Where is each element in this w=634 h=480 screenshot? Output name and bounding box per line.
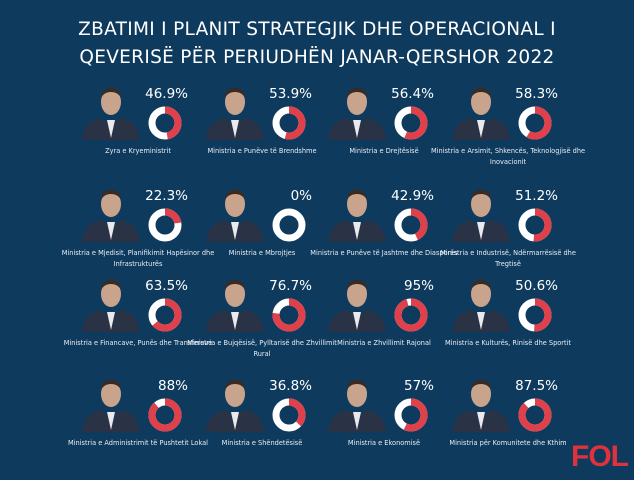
percent-label: 46.9% [145, 86, 188, 102]
ministry-card: 46.9% Zyra e Kryeministrit [76, 80, 201, 170]
progress-donut [148, 298, 182, 332]
ministry-card: 87.5% Ministria për Komunitete dhe Kthim [446, 372, 571, 462]
progress-donut [394, 298, 428, 332]
ministry-card: 56.4% Ministria e Drejtësisë [322, 80, 447, 170]
ministry-name: Zyra e Kryeministrit [105, 147, 171, 155]
minister-photo [326, 80, 388, 140]
percent-label: 50.6% [515, 278, 558, 294]
ministry-card: 57% Ministria e Ekonomisë [322, 372, 447, 462]
progress-donut [272, 208, 306, 242]
percent-label: 76.7% [269, 278, 312, 294]
ministry-card: 22.3% Ministria e Mjedisit, Planifikimit … [62, 182, 215, 272]
percent-label: 63.5% [145, 278, 188, 294]
ministry-name: Ministria e Punëve të Brendshme [207, 147, 317, 155]
percent-label: 87.5% [515, 378, 558, 394]
ministry-card: 58.3% Ministria e Arsimit, Shkencës, Tekn… [431, 80, 585, 170]
percent-label: 56.4% [391, 86, 434, 102]
minister-photo [326, 272, 388, 332]
ministry-name: Ministria e Bujqësisë, Pylltarisë dhe Zh… [187, 339, 337, 358]
progress-donut [518, 398, 552, 432]
ministry-name: Ministria e Shëndetësisë [221, 439, 303, 447]
minister-photo [80, 182, 142, 242]
progress-donut [518, 208, 552, 242]
ministry-card: 63.5% Ministria e Financave, Punës dhe Tr… [64, 272, 212, 362]
progress-donut [148, 106, 182, 140]
progress-donut [518, 106, 552, 140]
minister-photo [450, 182, 512, 242]
ministry-name: Ministria e Industrisë, Ndërmarrësisë dh… [440, 249, 576, 268]
ministry-name: Ministria e Arsimit, Shkencës, Teknologj… [430, 147, 586, 166]
minister-photo [80, 80, 142, 140]
progress-donut [394, 398, 428, 432]
percent-label: 51.2% [515, 188, 558, 204]
progress-donut [272, 106, 306, 140]
percent-label: 36.8% [269, 378, 312, 394]
minister-photo [326, 372, 388, 432]
ministry-card: 42.9% Ministria e Punëve të Jashtme dhe D… [310, 182, 457, 272]
minister-photo [326, 182, 388, 242]
ministry-name: Ministria e Mbrojtjes [228, 249, 296, 257]
progress-donut [148, 208, 182, 242]
ministry-card: 95% Ministria e Zhvillimit Rajonal [322, 272, 447, 362]
minister-photo [450, 80, 512, 140]
ministry-name: Ministria e Mjedisit, Planifikimit Hapës… [61, 249, 215, 268]
progress-donut [272, 398, 306, 432]
ministry-name: Ministria për Komunitete dhe Kthim [449, 439, 567, 447]
ministry-card: 51.2% Ministria e Industrisë, Ndërmarrësi… [440, 182, 576, 272]
minister-photo [450, 272, 512, 332]
percent-label: 57% [403, 378, 434, 394]
ministry-card: 76.7% Ministria e Bujqësisë, Pylltarisë d… [187, 272, 337, 362]
minister-photo [80, 272, 142, 332]
title-line-2: QEVERISË PËR PERIUDHËN JANAR-QERSHOR 202… [79, 47, 555, 68]
progress-donut [394, 208, 428, 242]
ministry-name: Ministria e Punëve të Jashtme dhe Diaspo… [310, 249, 458, 257]
minister-photo [80, 372, 142, 432]
ministry-card: 36.8% Ministria e Shëndetësisë [200, 372, 325, 462]
progress-donut [518, 298, 552, 332]
title-line-1: ZBATIMI I PLANIT STRATEGJIK DHE OPERACIO… [78, 19, 556, 40]
ministry-name: Ministria e Administrimit të Pushtetit L… [67, 439, 209, 447]
fol-logo: FOL [571, 440, 629, 473]
progress-donut [148, 398, 182, 432]
ministry-name: Ministria e Kulturës, Rinisë dhe Sportit [444, 339, 572, 347]
ministry-card: 53.9% Ministria e Punëve të Brendshme [200, 80, 325, 170]
percent-label: 88% [157, 378, 188, 394]
minister-photo [204, 372, 266, 432]
minister-photo [450, 372, 512, 432]
ministry-card: 88% Ministria e Administrimit të Pushteti… [68, 372, 208, 462]
minister-photo [204, 272, 266, 332]
ministry-name: Ministria e Zhvillimit Rajonal [337, 339, 431, 347]
percent-label: 53.9% [269, 86, 312, 102]
ministry-card: 0% Ministria e Mbrojtjes [200, 182, 325, 272]
percent-label: 58.3% [515, 86, 558, 102]
percent-label: 22.3% [145, 188, 188, 204]
percent-label: 95% [403, 278, 434, 294]
progress-donut [272, 298, 306, 332]
ministry-name: Ministria e Financave, Punës dhe Transfe… [63, 339, 213, 347]
ministry-name: Ministria e Ekonomisë [347, 439, 421, 447]
minister-photo [204, 182, 266, 242]
ministry-name: Ministria e Drejtësisë [349, 147, 419, 155]
progress-donut [394, 106, 428, 140]
ministry-card: 50.6% Ministria e Kulturës, Rinisë dhe Sp… [445, 272, 571, 362]
percent-label: 0% [290, 188, 312, 204]
minister-photo [204, 80, 266, 140]
percent-label: 42.9% [391, 188, 434, 204]
